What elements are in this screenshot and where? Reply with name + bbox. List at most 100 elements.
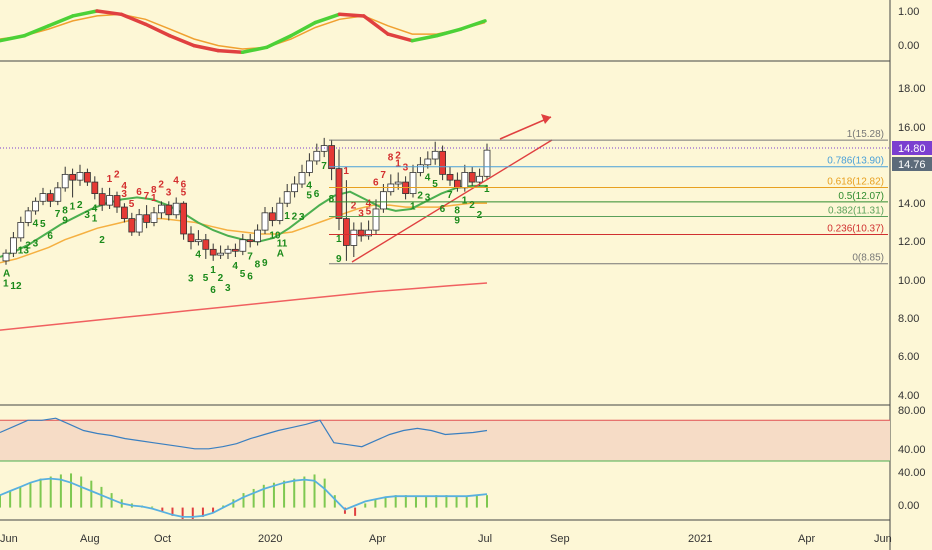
macd-histogram-bar bbox=[435, 495, 438, 508]
x-tick-label: Apr bbox=[369, 533, 386, 545]
wave-main-segment bbox=[168, 34, 196, 48]
wave-main-segment bbox=[337, 12, 366, 18]
sequence-count-label: 2 bbox=[218, 273, 224, 284]
candle-body bbox=[47, 193, 54, 202]
macd-histogram-bar bbox=[181, 507, 184, 519]
macd-histogram-bar bbox=[394, 495, 397, 508]
candle-body bbox=[224, 248, 232, 254]
macd-histogram-bar bbox=[323, 478, 326, 508]
x-tick-label: Oct bbox=[154, 533, 171, 545]
sequence-count-label: 9 bbox=[454, 216, 460, 227]
candle-body bbox=[84, 172, 91, 183]
fibonacci-retracement[interactable]: 1(15.28) 0.786(13.90) 0.618(12.82) 0.5(12.0… bbox=[329, 129, 888, 265]
wave-main-segment bbox=[410, 34, 439, 43]
macd-histogram-bar bbox=[212, 507, 215, 513]
candle-body bbox=[113, 195, 121, 208]
macd-histogram-bar bbox=[354, 507, 357, 516]
candle-body bbox=[446, 173, 454, 181]
sequence-count-label: 5 bbox=[203, 273, 209, 284]
macd-histogram-bar bbox=[9, 491, 12, 508]
macd-histogram-bar bbox=[242, 493, 245, 508]
macd-line bbox=[0, 477, 488, 518]
macd-histogram-bar bbox=[171, 507, 174, 516]
sequence-count-label: 1 bbox=[462, 196, 468, 207]
macd-histogram-bar bbox=[39, 478, 42, 508]
sequence-count-label: 2 bbox=[114, 170, 120, 181]
sequence-count-label: 3 bbox=[403, 162, 409, 173]
x-tick-label: 2020 bbox=[258, 533, 282, 545]
price-tick-label: 6.00 bbox=[898, 351, 919, 363]
sequence-count-label: 12 bbox=[10, 281, 22, 292]
price-tick-label: 10.00 bbox=[898, 275, 926, 287]
sequence-count-label: 8 bbox=[329, 194, 335, 205]
candle-body bbox=[106, 195, 113, 206]
fib-level-label: 0.236(10.37) bbox=[827, 224, 884, 235]
sequence-count-label: 6 bbox=[136, 187, 142, 198]
price-tick-label: 4.00 bbox=[898, 390, 919, 402]
macd-tick-label: 0.00 bbox=[898, 500, 919, 512]
macd-histogram-bar bbox=[374, 499, 377, 508]
wave-main-segment bbox=[265, 34, 293, 50]
sequence-count-label: 2 bbox=[25, 240, 31, 251]
macd-histogram-bar bbox=[486, 495, 488, 508]
wave-main-segment bbox=[362, 14, 390, 36]
sequence-count-label: 6 bbox=[440, 204, 446, 215]
x-axis: Jun Aug Oct 2020 Apr Jul Sep 2021 Apr Ju… bbox=[0, 533, 892, 545]
candle-body bbox=[54, 187, 62, 202]
macd-histogram-bar bbox=[364, 503, 367, 508]
sequence-count-label: 7 bbox=[247, 251, 253, 262]
sequence-count-label: 8 bbox=[454, 206, 460, 217]
candle-body bbox=[202, 239, 210, 250]
macd-histogram-bar bbox=[262, 484, 265, 508]
macd-histogram-bar bbox=[201, 507, 204, 517]
sequence-count-label: 1 bbox=[395, 158, 401, 169]
macd-histogram-bar bbox=[313, 474, 316, 508]
wave-signal-line bbox=[0, 13, 486, 50]
candle-body bbox=[121, 206, 128, 219]
price-tick-label: 12.00 bbox=[898, 236, 926, 248]
candle-body bbox=[143, 214, 151, 223]
sequence-count-label: 2 bbox=[417, 190, 423, 201]
macd-histogram-bar bbox=[283, 480, 286, 508]
candle-body bbox=[431, 150, 439, 160]
sequence-count-label: 5 bbox=[181, 187, 187, 198]
macd-histogram-bar bbox=[151, 506, 154, 508]
macd-tick-label: 40.00 bbox=[898, 467, 926, 479]
sequence-count-label: 7 bbox=[447, 190, 453, 201]
y-axis-price: 18.00 16.00 14.00 12.00 10.00 8.00 6.00 … bbox=[898, 83, 926, 402]
candle-body bbox=[17, 222, 25, 239]
sequence-count-label: 8 bbox=[388, 152, 394, 163]
candle-body bbox=[217, 252, 225, 256]
candle-body bbox=[76, 172, 84, 181]
fib-level-label: 0(8.85) bbox=[852, 253, 884, 264]
sequence-count-label: 2 bbox=[351, 200, 357, 211]
wave-main-segment bbox=[22, 24, 51, 38]
candle-body bbox=[298, 172, 306, 185]
candle-body bbox=[187, 233, 195, 243]
macd-histogram-bar bbox=[475, 495, 478, 508]
sequence-count-label: 6 bbox=[210, 285, 216, 296]
rsi-tick-label: 40.00 bbox=[898, 444, 926, 456]
fib-level-label: 0.5(12.07) bbox=[838, 191, 884, 202]
fib-level-label: 1(15.28) bbox=[847, 129, 884, 140]
wave-main-segment bbox=[46, 14, 75, 28]
sequence-count-label: 4 bbox=[92, 203, 98, 214]
sequence-count-label: 3 bbox=[84, 210, 90, 221]
sequence-count-label: 1 bbox=[92, 213, 98, 224]
price-tick-label: 14.00 bbox=[898, 198, 926, 210]
sequence-count-label: 5 bbox=[240, 269, 246, 280]
macd-histogram-bar bbox=[90, 480, 93, 508]
sequence-count-label: 2 bbox=[395, 150, 401, 161]
sequence-count-label: 6 bbox=[181, 179, 187, 190]
macd-histogram-bar bbox=[414, 496, 417, 508]
rsi-band bbox=[0, 420, 890, 461]
wave-main-segment bbox=[216, 48, 245, 54]
candle-body bbox=[439, 150, 447, 175]
sequence-count-label: 4 bbox=[366, 199, 372, 210]
sequence-count-label: 3 bbox=[166, 187, 172, 198]
projection-arrow-head bbox=[541, 114, 551, 124]
sequence-count-label: 4 bbox=[232, 261, 238, 272]
price-tick-label: 18.00 bbox=[898, 83, 926, 95]
